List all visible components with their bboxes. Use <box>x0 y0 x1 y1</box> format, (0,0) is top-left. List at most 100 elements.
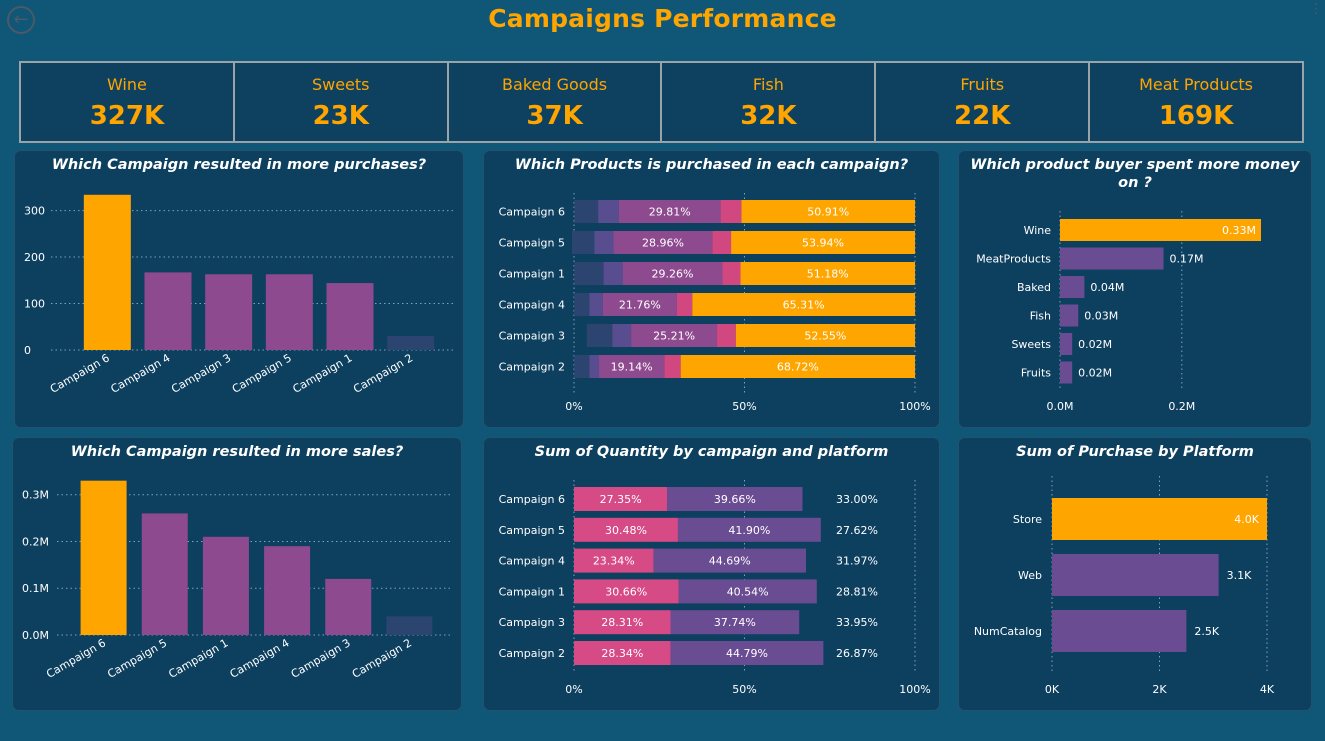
data-label: 44.69% <box>709 555 751 568</box>
kpi-card-fruits: Fruits 22K <box>874 61 1091 143</box>
x-tick-label: Campaign 4 <box>109 351 173 395</box>
back-button[interactable]: ← <box>7 6 35 34</box>
y-tick-label: 100 <box>24 298 45 311</box>
kpi-label: Meat Products <box>1139 75 1253 94</box>
data-label: 28.34% <box>601 647 643 660</box>
quantity-by-platform-chart: 0% 50% 100% Campaign 6 27.35% 39.66% 33.00% Cam… <box>499 480 931 696</box>
y-tick-label: NumCatalog <box>974 625 1042 638</box>
data-label: 68.72% <box>777 361 819 374</box>
y-tick-label: Baked <box>1017 281 1051 294</box>
chart-title: Which Campaign resulted in more purchase… <box>51 157 427 173</box>
stacked-segment <box>574 517 678 542</box>
column-bar <box>205 274 253 350</box>
y-tick-label: Fish <box>1030 310 1051 323</box>
column-bar <box>386 616 433 635</box>
stacked-segment <box>680 355 915 378</box>
x-tick-label: 50% <box>732 683 756 696</box>
stacked-segment <box>735 324 915 347</box>
kpi-value: 37K <box>526 101 583 131</box>
data-label: 27.35% <box>600 493 642 506</box>
kpi-label: Wine <box>106 75 147 94</box>
data-label: 29.81% <box>649 206 691 219</box>
chart-title: Sum of Quantity by campaign and platform <box>534 444 889 460</box>
stacked-segment <box>677 517 821 542</box>
stacked-segment <box>613 231 713 254</box>
data-label: 30.48% <box>605 524 647 537</box>
column-bar <box>387 336 435 350</box>
y-tick-label: 0.1M <box>22 582 49 595</box>
data-label: 50.91% <box>807 206 849 219</box>
y-tick-label: 0 <box>24 344 31 357</box>
column-bar <box>80 480 127 635</box>
data-label: 33.95% <box>836 616 878 629</box>
stacked-segment <box>574 579 679 604</box>
data-label: 3.1K <box>1227 569 1252 582</box>
data-label: 2.5K <box>1194 625 1219 638</box>
sales-by-campaign-panel: Which Campaign resulted in more sales? 0… <box>12 437 462 711</box>
stacked-segment <box>599 355 665 378</box>
purchase-by-platform-chart: 0K 2K 4K Store 4.0K Web 3.1K NumCatalog 2.5K <box>974 476 1275 696</box>
column-bar <box>325 578 372 635</box>
stacked-segment <box>664 355 681 378</box>
data-label: 33.00% <box>836 493 878 506</box>
y-tick-label: Campaign 5 <box>499 237 565 250</box>
stacked-segment <box>586 324 613 347</box>
column-bar <box>202 536 249 635</box>
x-tick-label: 100% <box>899 400 930 413</box>
stacked-segment <box>741 200 915 223</box>
data-label: 25.21% <box>653 330 695 343</box>
chart-title: Which Campaign resulted in more sales? <box>70 444 404 460</box>
data-label: 0.02M <box>1078 338 1112 351</box>
spending-by-product-chart: 0.0M 0.2M Wine 0.33M MeatProducts 0.17M Baked 0… <box>976 211 1261 413</box>
kpi-value: 22K <box>954 101 1011 131</box>
y-tick-label: Fruits <box>1021 367 1051 380</box>
stacked-segment <box>598 200 619 223</box>
bar <box>1060 361 1073 384</box>
data-label: 41.90% <box>728 524 770 537</box>
stacked-segment <box>603 262 623 285</box>
stacked-segment <box>740 262 915 285</box>
stacked-segment <box>670 641 824 665</box>
bar <box>1052 554 1219 596</box>
x-tick-label: Campaign 6 <box>48 351 112 395</box>
y-tick-label: Campaign 2 <box>499 647 565 660</box>
chart-title: Sum of Purchase by Platform <box>1016 444 1254 460</box>
data-label: 27.62% <box>836 524 878 537</box>
x-tick-label: Campaign 5 <box>230 351 294 395</box>
x-tick-label: 0% <box>565 400 582 413</box>
y-tick-label: Campaign 6 <box>499 493 565 506</box>
data-label: 28.96% <box>642 237 684 250</box>
x-tick-label: 100% <box>899 683 930 696</box>
stacked-segment <box>594 231 614 254</box>
data-label: 26.87% <box>836 647 878 660</box>
y-tick-label: Campaign 3 <box>499 616 565 629</box>
y-tick-label: Store <box>1013 513 1042 526</box>
y-tick-label: Web <box>1018 569 1042 582</box>
stacked-segment <box>717 324 736 347</box>
data-label: 0.03M <box>1084 310 1118 323</box>
bar <box>1060 304 1079 327</box>
stacked-segment <box>589 293 603 316</box>
stacked-segment <box>574 548 654 573</box>
purchases-by-campaign-panel: Which Campaign resulted in more purchase… <box>14 150 464 428</box>
kpi-value: 32K <box>740 101 797 131</box>
kpi-card-sweets: Sweets 23K <box>232 61 449 143</box>
kpi-label: Baked Goods <box>502 75 608 94</box>
x-tick-label: Campaign 2 <box>351 351 415 395</box>
kpi-value: 327K <box>89 101 165 131</box>
kpi-label: Fish <box>752 75 784 94</box>
quantity-by-platform-panel: Sum of Quantity by campaign and platform… <box>483 437 940 711</box>
data-label: 4.0K <box>1234 513 1259 526</box>
y-tick-label: Campaign 4 <box>499 555 565 568</box>
x-tick-label: Campaign 1 <box>166 636 230 680</box>
x-tick-label: Campaign 1 <box>291 351 355 395</box>
bar <box>1060 333 1073 355</box>
y-tick-label: Campaign 4 <box>499 299 565 312</box>
y-tick-label: Campaign 1 <box>499 268 565 281</box>
stacked-segment <box>574 355 590 378</box>
x-tick-label: Campaign 4 <box>228 636 292 680</box>
column-bar <box>326 283 374 350</box>
x-tick-label: Campaign 6 <box>44 636 108 680</box>
bar <box>1060 276 1085 298</box>
